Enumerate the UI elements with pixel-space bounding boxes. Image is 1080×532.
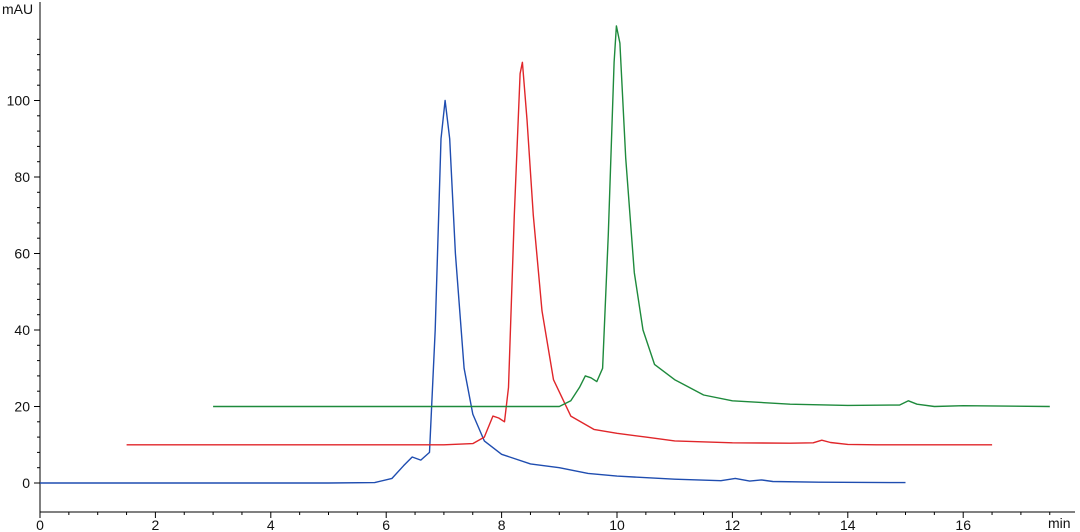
series-trace-1 (40, 99, 906, 484)
x-tick-label: 0 (36, 517, 44, 532)
x-tick-label: 4 (267, 517, 275, 532)
x-tick-label: 6 (382, 517, 390, 532)
y-axis: 0 20 40 60 80 100 (7, 2, 41, 512)
x-tick-label: 10 (609, 517, 625, 532)
x-axis-unit-label: min (1048, 515, 1071, 531)
y-axis-unit-label: mAU (2, 1, 33, 17)
x-tick-label: 16 (955, 517, 971, 532)
y-tick-label: 60 (14, 246, 30, 262)
x-tick-label: 12 (725, 517, 741, 532)
y-tick-label: 40 (14, 322, 30, 338)
x-tick-label: 14 (840, 517, 856, 532)
series-trace-2 (126, 61, 993, 446)
y-tick-label: 80 (14, 169, 30, 185)
y-tick-label: 0 (22, 475, 30, 491)
x-tick-label: 8 (498, 517, 506, 532)
y-tick-label: 20 (14, 399, 30, 415)
series-traces (40, 25, 1050, 484)
x-tick-label: 2 (152, 517, 160, 532)
series-trace-3 (213, 25, 1050, 408)
y-tick-label: 100 (7, 93, 31, 109)
x-axis: 0 2 4 6 8 10 12 14 16 (36, 511, 1075, 532)
